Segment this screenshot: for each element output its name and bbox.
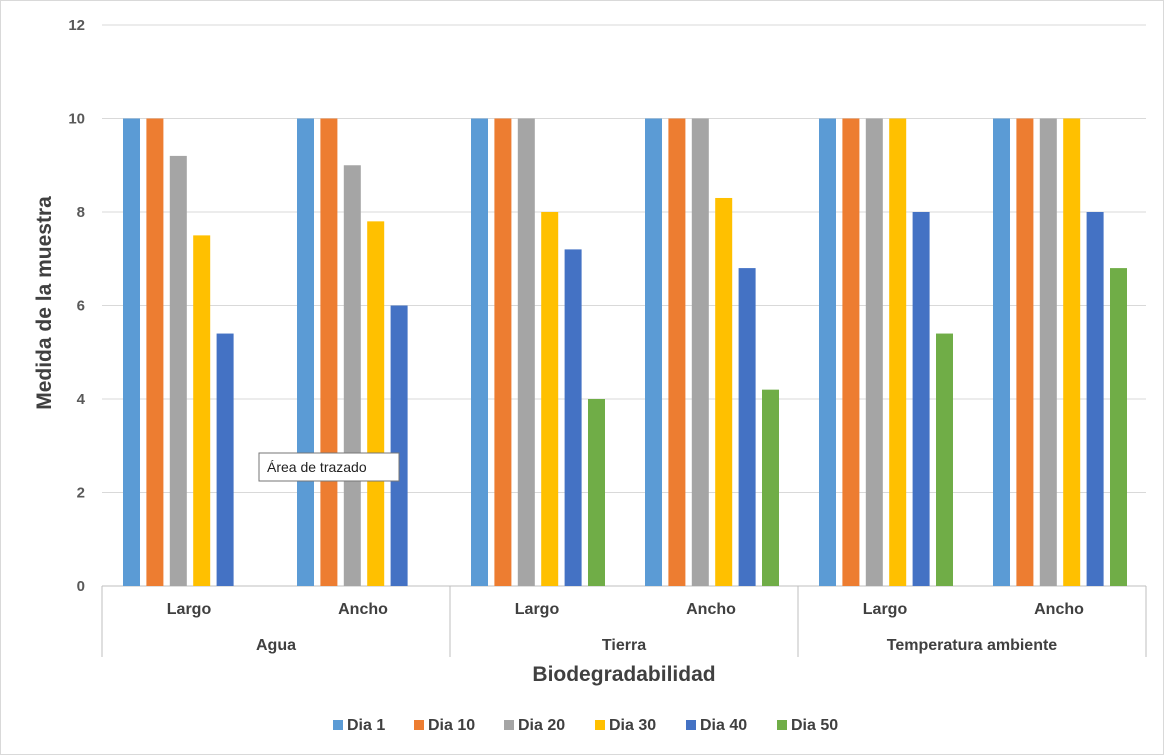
y-tick-label: 0 xyxy=(77,578,85,595)
tooltip-text: Área de trazado xyxy=(267,459,367,475)
bars[interactable] xyxy=(123,118,1127,587)
x-group-label: Tierra xyxy=(602,637,646,654)
legend-entry[interactable]: Dia 30 xyxy=(609,717,656,734)
x-group-label: Agua xyxy=(256,637,296,654)
bar[interactable] xyxy=(889,118,907,587)
bar[interactable] xyxy=(564,249,582,586)
y-tick-label: 4 xyxy=(77,391,86,408)
bar[interactable] xyxy=(1110,268,1127,586)
bar[interactable] xyxy=(169,155,187,586)
y-tick-label: 2 xyxy=(77,485,85,502)
x-group-label: Temperatura ambiente xyxy=(887,637,1058,654)
legend-entry[interactable]: Dia 40 xyxy=(700,717,747,734)
y-tick-label: 6 xyxy=(77,298,85,315)
bar[interactable] xyxy=(1016,118,1034,587)
legend-swatch xyxy=(595,720,605,730)
bar[interactable] xyxy=(1063,118,1081,587)
axes: 0 2 4 6 8 10 12 Largo Ancho Largo Ancho Largo Ancho A… xyxy=(68,17,1147,657)
x-category-label: Largo xyxy=(863,601,908,618)
bar[interactable] xyxy=(1086,212,1104,586)
y-tick-label: 12 xyxy=(68,17,85,34)
bar[interactable] xyxy=(993,118,1010,587)
legend-entry[interactable]: Dia 10 xyxy=(428,717,475,734)
bar[interactable] xyxy=(471,118,488,587)
bar[interactable] xyxy=(715,197,733,586)
x-category-label: Largo xyxy=(167,601,212,618)
legend-swatch xyxy=(504,720,514,730)
bar[interactable] xyxy=(819,118,836,587)
bar[interactable] xyxy=(645,118,662,587)
bar[interactable] xyxy=(343,165,361,586)
bar[interactable] xyxy=(390,305,408,587)
bar[interactable] xyxy=(367,221,385,586)
bar[interactable] xyxy=(1039,118,1057,587)
legend[interactable]: Dia 1 Dia 10 Dia 20 Dia 30 Dia 40 Dia 50 xyxy=(333,717,838,734)
legend-swatch xyxy=(777,720,787,730)
bar[interactable] xyxy=(936,333,953,586)
bar[interactable] xyxy=(668,118,686,587)
bar[interactable] xyxy=(691,118,709,587)
bar[interactable] xyxy=(588,399,605,586)
bar[interactable] xyxy=(541,212,559,586)
bar[interactable] xyxy=(738,268,756,586)
y-axis-title: Medida de la muestra xyxy=(33,196,56,410)
y-tick-label: 8 xyxy=(77,204,85,221)
bar[interactable] xyxy=(146,118,164,587)
gridlines xyxy=(102,24,1146,587)
bar[interactable] xyxy=(123,118,140,587)
legend-swatch xyxy=(414,720,424,730)
legend-entry[interactable]: Dia 20 xyxy=(518,717,565,734)
bar[interactable] xyxy=(297,118,314,587)
x-category-label: Ancho xyxy=(686,601,736,618)
legend-entry[interactable]: Dia 50 xyxy=(791,717,838,734)
x-category-label: Largo xyxy=(515,601,560,618)
tooltip-box xyxy=(258,452,400,482)
bar[interactable] xyxy=(320,118,338,587)
legend-entry[interactable]: Dia 1 xyxy=(347,717,385,734)
bar[interactable] xyxy=(517,118,535,587)
bar[interactable] xyxy=(216,333,234,586)
plot-area-tooltip: Área de trazado xyxy=(258,452,400,482)
x-axis-title: Biodegradabilidad xyxy=(532,663,715,686)
x-category-label: Ancho xyxy=(1034,601,1084,618)
bar[interactable] xyxy=(912,212,930,586)
bar[interactable] xyxy=(762,389,779,586)
x-category-label: Ancho xyxy=(338,601,388,618)
bar[interactable] xyxy=(494,118,512,587)
bar[interactable] xyxy=(193,235,211,586)
bar[interactable] xyxy=(865,118,883,587)
bar[interactable] xyxy=(842,118,860,587)
legend-swatch xyxy=(686,720,696,730)
legend-swatch xyxy=(333,720,343,730)
y-tick-label: 10 xyxy=(68,111,85,128)
